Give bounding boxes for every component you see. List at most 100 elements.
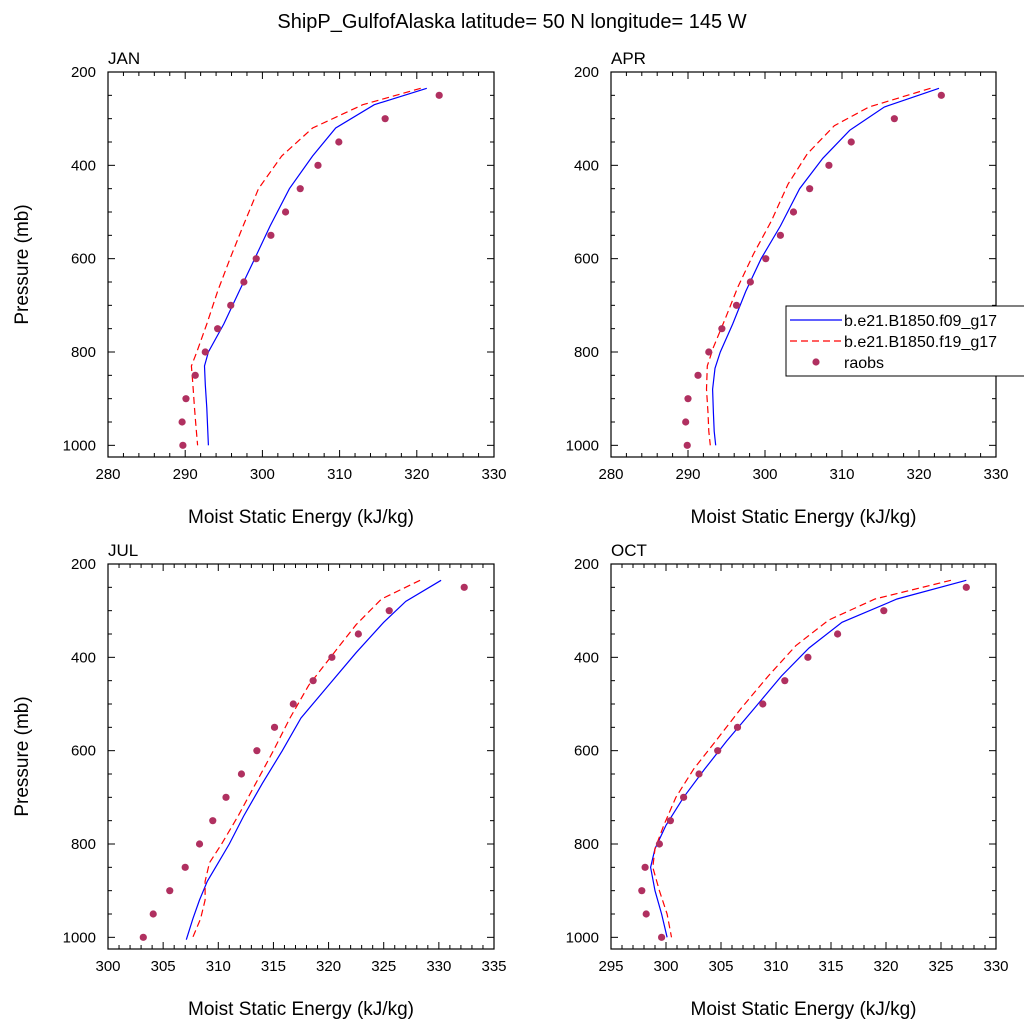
y-tick-label: 600 [574,251,599,268]
raobs-point [191,371,199,379]
raobs-point [166,887,174,895]
raobs-point [270,723,279,731]
raobs-point [328,653,336,661]
x-tick-label: 325 [928,958,953,975]
chart-panel-jul: JUL 300 305 310 315 320 325 330 335 200 400 600 800 1… [12,541,507,1020]
raobs-point [746,278,754,286]
raobs-point [781,677,789,685]
chart-panel-apr: APR 280 290 300 310 320 330 200 400 600 800 1000 Moi… [566,49,1009,528]
raobs-point [381,115,389,123]
raobs-point [139,933,147,941]
raobs-point [880,607,888,615]
y-tick-label: 1000 [63,437,96,454]
y-tick-label: 200 [574,556,599,573]
y-tick-label: 600 [71,743,96,760]
raobs-point [806,185,814,193]
raobs-point [804,653,812,661]
raobs-point [182,395,190,403]
raobs-point [289,700,297,708]
x-tick-label: 300 [653,958,678,975]
plot-frame [107,71,495,458]
raobs-point [460,583,468,591]
y-tick-label: 800 [71,344,96,361]
x-tick-label: 305 [151,958,176,975]
plot-frame [610,563,997,950]
x-axis-title: Moist Static Energy (kJ/kg) [691,507,917,528]
y-tick-label: 600 [574,743,599,760]
raobs-point [834,630,842,638]
raobs-point [718,325,726,333]
y-axis-title: Pressure (mb) [12,204,33,324]
raobs-point [296,185,304,193]
series-b.e21.B1850.f19_g17 [190,87,421,446]
y-tick-label: 1000 [566,437,599,454]
series-raobs [178,91,443,449]
x-tick-label: 310 [327,466,352,483]
raobs-point [762,255,770,263]
raobs-point [655,840,664,848]
x-tick-label: 315 [261,958,286,975]
series-b.e21.B1850.f19_g17 [652,579,952,938]
raobs-point [181,863,189,871]
raobs-point [201,348,209,356]
raobs-point [178,418,186,426]
raobs-point [680,793,688,801]
raobs-point [890,115,898,123]
raobs-point [335,138,343,146]
raobs-point [825,161,833,169]
y-tick-label: 800 [71,836,96,853]
x-axis-title: Moist Static Energy (kJ/kg) [188,999,414,1020]
y-tick-label: 200 [71,64,96,81]
chart-panel-jan: JAN 280 290 300 310 320 330 200 400 600 800 1000 Moi… [12,49,507,528]
series-b.e21.B1850.f09_g17 [203,87,427,446]
raobs-point [222,793,230,801]
raobs-point [714,747,722,755]
series-line [652,579,952,938]
y-tick-label: 800 [574,836,599,853]
raobs-point [642,910,650,918]
x-tick-label: 280 [95,466,120,483]
figure-title: ShipP_GulfofAlaska latitude= 50 N longit… [277,11,746,33]
series-line [185,579,442,940]
raobs-point [209,817,217,825]
x-tick-label: 330 [983,466,1008,483]
raobs-point [214,325,222,333]
legend-item: b.e21.B1850.f19_g17 [790,334,997,351]
raobs-point [695,770,703,778]
raobs-point [309,677,317,685]
y-axis-title: Pressure (mb) [12,696,33,816]
x-tick-label: 305 [708,958,733,975]
series-b.e21.B1850.f19_g17 [705,87,931,446]
y-tick-label: 400 [71,649,96,666]
raobs-point [240,278,248,286]
x-tick-label: 280 [598,466,623,483]
x-tick-label: 330 [426,958,451,975]
series-line [649,579,967,938]
raobs-point [658,933,666,941]
x-tick-label: 315 [818,958,843,975]
raobs-point [962,583,970,591]
x-tick-label: 295 [598,958,623,975]
series-raobs [139,583,468,941]
raobs-point [227,301,235,309]
series-line [191,579,421,940]
raobs-point [314,161,322,169]
legend-label: b.e21.B1850.f19_g17 [844,334,997,351]
raobs-point [937,91,945,99]
x-tick-label: 300 [95,958,120,975]
y-tick-label: 400 [574,157,599,174]
x-tick-label: 335 [481,958,506,975]
raobs-point [682,418,690,426]
panel-label: JAN [108,49,140,68]
y-tick-label: 200 [574,64,599,81]
raobs-point [252,255,260,263]
x-tick-label: 325 [371,958,396,975]
x-tick-label: 300 [250,466,275,483]
raobs-point [732,301,741,309]
x-tick-label: 310 [206,958,231,975]
raobs-point [267,231,275,239]
raobs-point [759,700,767,708]
x-axis-title: Moist Static Energy (kJ/kg) [188,507,414,528]
raobs-point [195,840,204,848]
